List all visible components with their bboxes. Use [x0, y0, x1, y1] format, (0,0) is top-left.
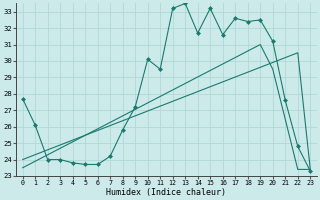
X-axis label: Humidex (Indice chaleur): Humidex (Indice chaleur): [107, 188, 227, 197]
